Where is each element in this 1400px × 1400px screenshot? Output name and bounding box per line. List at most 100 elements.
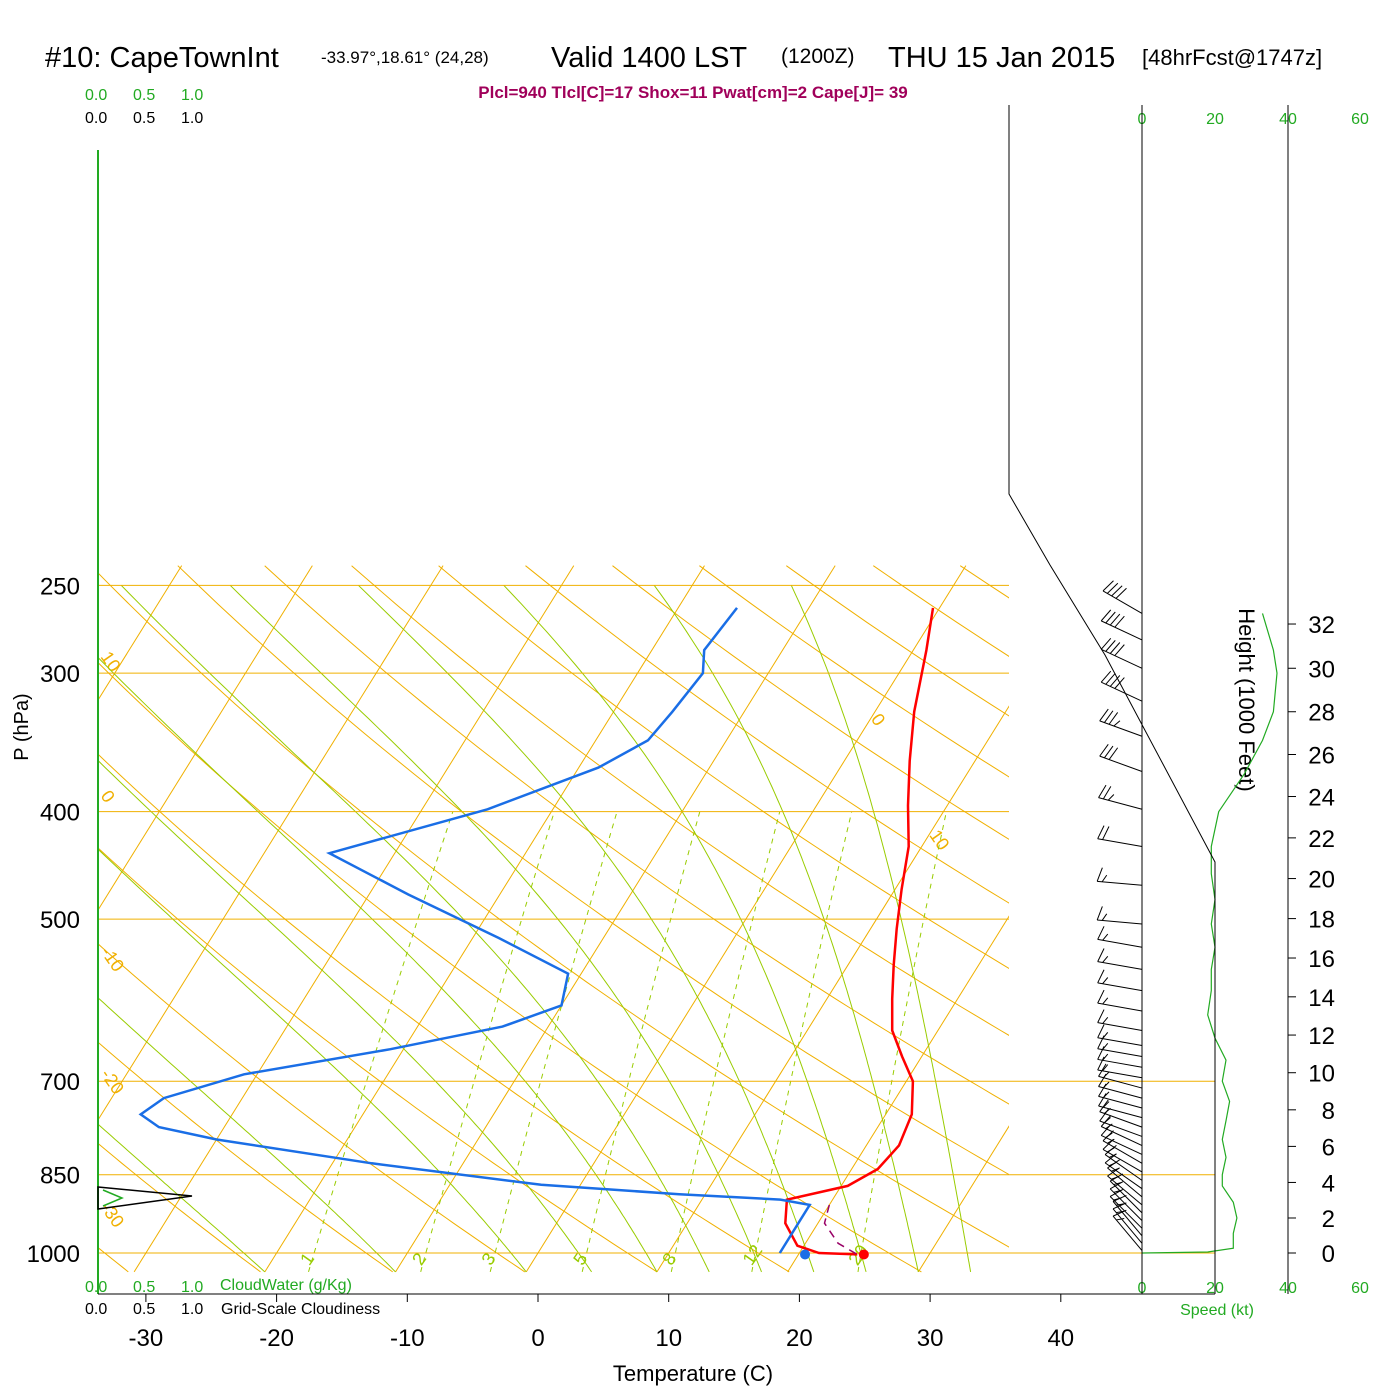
- wind-barb-staff: [1101, 1135, 1143, 1155]
- wind-barb: [1096, 867, 1143, 886]
- wind-barb-feather: [1102, 580, 1114, 592]
- wind-barb-feather: [1115, 587, 1127, 599]
- wind-barb-feather: [1111, 585, 1123, 597]
- forecast-info: [48hrFcst@1747z]: [1142, 45, 1322, 70]
- isotherm-label: -30: [97, 1198, 128, 1231]
- pressure-tick-label: 700: [40, 1069, 80, 1096]
- wind-barb-feather: [1097, 1046, 1105, 1060]
- cloud-scale-bottom: 0.0 0.5 1.0 CloudWater (g/Kg) 0.0 0.5 1.…: [85, 1277, 380, 1318]
- wind-barb-staff: [1097, 1058, 1143, 1068]
- dry-adiabat-line: [438, 565, 1009, 970]
- mixing-ratio-label: 2: [408, 1249, 430, 1269]
- wind-barb-staff: [1097, 838, 1143, 848]
- wind-barb: [1099, 708, 1143, 737]
- wind-barb-feather: [1107, 582, 1119, 594]
- height-tick-label: 28: [1308, 700, 1335, 727]
- x-tick-label: 0: [531, 1325, 544, 1352]
- wind-barb-staff: [1097, 1069, 1143, 1079]
- surface-dewpoint-dot: [800, 1249, 811, 1260]
- wind-barb-staff: [1099, 755, 1143, 772]
- wind-barb: [1096, 906, 1143, 925]
- temperature-line: [784, 607, 935, 1256]
- wind-barb-feather: [1097, 1009, 1105, 1023]
- x-tick-label: -30: [129, 1325, 164, 1352]
- wind-barb-staff: [1098, 797, 1143, 810]
- wind-barb: [1097, 825, 1143, 848]
- wind-barb: [1097, 1024, 1143, 1047]
- wind-barb-feather: [1109, 613, 1121, 626]
- wind-barb-feather: [1097, 969, 1105, 984]
- wind-barb-staff: [1097, 938, 1143, 948]
- wind-barb-feather: [1107, 1167, 1120, 1177]
- wind-barb-feather: [1098, 1093, 1107, 1107]
- wind-barb-feather: [1104, 1144, 1117, 1155]
- cloudwater-tick-top-2: 1.0: [181, 87, 203, 104]
- wind-barb-feather: [1102, 1017, 1109, 1024]
- wind-barb-staff: [1097, 982, 1143, 992]
- x-tick-label: 30: [917, 1325, 944, 1352]
- isotherm-line: [917, 1125, 1009, 1273]
- pressure-tick-label: 300: [40, 661, 80, 688]
- wind-barb-feather: [1105, 640, 1116, 652]
- wind-barb-feather: [1101, 913, 1108, 921]
- x-axis-title: Temperature (C): [613, 1361, 773, 1386]
- wind-barb-feather: [1096, 906, 1103, 921]
- wind-barb-feather: [1104, 710, 1114, 723]
- dry-adiabat-line: [98, 1041, 393, 1273]
- wind-barb-staff: [1098, 1095, 1143, 1109]
- pressure-tick-label: 850: [40, 1163, 80, 1190]
- cloudiness-tick-bottom-1: 0.5: [133, 1301, 155, 1318]
- speed-tick-top-1: 20: [1206, 111, 1224, 128]
- cloudwater-wedge: [102, 1189, 124, 1207]
- wind-barb-feather: [1108, 712, 1119, 725]
- wind-barb-feather: [1097, 1024, 1105, 1038]
- wind-barb: [1097, 926, 1143, 948]
- wind-barb-staff: [1104, 1162, 1143, 1190]
- station-coords: -33.97°,18.61° (24,28): [321, 48, 489, 67]
- wind-barb-feather: [1099, 744, 1109, 757]
- wind-barb-staff: [1099, 1111, 1143, 1128]
- wind-barb-feather: [1100, 670, 1112, 683]
- wind-barb-staff: [1097, 1048, 1143, 1058]
- wind-barb-staff: [1098, 1105, 1143, 1119]
- dry-adiabat-line: [612, 565, 1009, 840]
- cloudiness-tick-top-2: 1.0: [181, 110, 203, 127]
- wind-barb-feather: [1097, 948, 1105, 962]
- wind-barb-feather: [1114, 615, 1125, 628]
- wind-barb-staff: [1109, 1188, 1143, 1221]
- height-tick-label: 0: [1322, 1241, 1335, 1268]
- wind-speed-profile: [1141, 613, 1278, 1254]
- y-axis-title: P (hPa): [11, 693, 33, 760]
- x-tick-label: 40: [1047, 1325, 1074, 1352]
- pressure-tick-label: 1000: [27, 1241, 80, 1268]
- station-title: #10: CapeTownInt: [45, 42, 279, 74]
- wind-barb-feather: [1100, 1115, 1112, 1127]
- wind-barb-feather: [1109, 675, 1121, 687]
- cloudwater-tick-top-0: 0.0: [85, 87, 107, 104]
- valid-date: THU 15 Jan 2015: [888, 42, 1115, 74]
- wind-barb-feather: [1107, 794, 1115, 801]
- wind-barb-feather: [1107, 1159, 1120, 1169]
- x-tick-label: 20: [786, 1325, 813, 1352]
- isotherm-label: 10: [926, 826, 954, 854]
- height-tick-label: 32: [1308, 612, 1335, 639]
- wind-barb-staff: [1097, 880, 1143, 886]
- wind-barb: [1099, 744, 1143, 772]
- wind-barb-staff: [1097, 1022, 1143, 1031]
- mixing-ratio-line: [420, 811, 555, 1273]
- wind-barb-feather: [1102, 1130, 1114, 1142]
- speed-tick-top-3: 60: [1351, 111, 1369, 128]
- mixing-ratio-line: [581, 811, 701, 1273]
- moist-adiabat-line: [98, 656, 658, 1273]
- moist-adiabat-line: [653, 585, 919, 1273]
- wind-barb-staff: [1101, 620, 1143, 641]
- moist-adiabat-line: [98, 848, 527, 1273]
- isotherm-line: [98, 565, 183, 702]
- wind-barb-feather: [1100, 637, 1112, 650]
- dry-adiabat-line: [1047, 566, 1400, 1272]
- wind-barb: [1099, 1108, 1143, 1137]
- wind-barb-feather: [1101, 874, 1108, 883]
- cloudwater-tick-bottom-1: 0.5: [133, 1279, 155, 1296]
- wind-barb-feather: [1104, 1153, 1117, 1164]
